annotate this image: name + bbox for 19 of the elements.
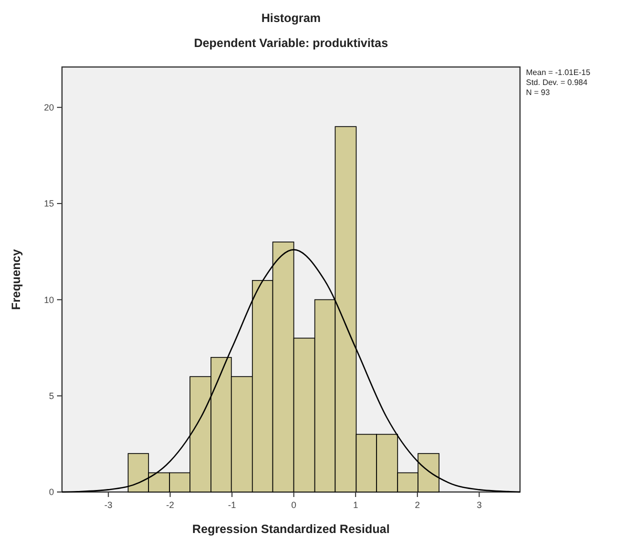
x-tick-label: -3 bbox=[104, 500, 112, 510]
x-tick-label: 0 bbox=[291, 500, 296, 510]
y-tick-label: 5 bbox=[48, 390, 54, 401]
y-tick-label: 20 bbox=[44, 102, 54, 113]
text: Std. Dev. = 0.984 bbox=[526, 78, 588, 87]
text: N = 93 bbox=[526, 88, 550, 97]
x-tick-label: -1 bbox=[228, 500, 236, 510]
x-tick-label: 2 bbox=[414, 500, 420, 510]
x-axis-title: Regression Standardized Residual bbox=[192, 522, 390, 536]
text: Mean = -1.01E-15 bbox=[526, 68, 591, 77]
y-axis-title: Frequency bbox=[9, 248, 23, 310]
x-tick-label: 1 bbox=[353, 500, 358, 510]
x-tick-label: 3 bbox=[476, 500, 482, 510]
chart-subtitle: Dependent Variable: produktivitas bbox=[194, 36, 388, 50]
y-tick-label: 15 bbox=[44, 198, 54, 209]
chart-title: Histogram bbox=[261, 11, 321, 25]
x-tick-label: -2 bbox=[166, 500, 174, 510]
y-tick-label: 10 bbox=[44, 294, 54, 305]
y-tick-label: 0 bbox=[48, 487, 54, 498]
